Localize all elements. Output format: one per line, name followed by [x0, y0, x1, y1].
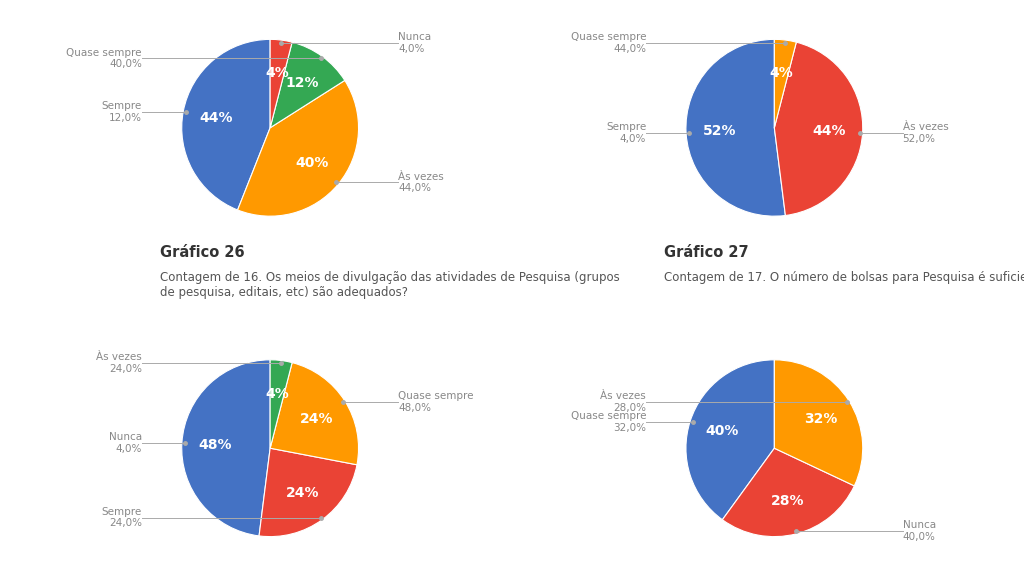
Text: Gráfico 27: Gráfico 27 [664, 245, 749, 260]
Text: 4%: 4% [265, 387, 289, 401]
Text: 24%: 24% [300, 412, 333, 426]
Wedge shape [181, 39, 270, 210]
Text: Às vezes
52,0%: Às vezes 52,0% [902, 122, 948, 144]
Text: 48%: 48% [199, 438, 232, 452]
Text: 24%: 24% [286, 486, 319, 499]
Wedge shape [270, 42, 345, 128]
Text: 44%: 44% [200, 111, 233, 124]
Text: Às vezes
28,0%: Às vezes 28,0% [600, 392, 646, 413]
Wedge shape [686, 360, 774, 520]
Text: Contagem de 16. Os meios de divulgação das atividades de Pesquisa (grupos
de pes: Contagem de 16. Os meios de divulgação d… [160, 271, 620, 300]
Wedge shape [270, 39, 292, 128]
Text: Às vezes
44,0%: Às vezes 44,0% [398, 172, 444, 193]
Text: 12%: 12% [286, 77, 319, 90]
Wedge shape [686, 39, 785, 216]
Text: Sempre
12,0%: Sempre 12,0% [101, 101, 142, 123]
Text: Quase sempre
40,0%: Quase sempre 40,0% [67, 48, 142, 69]
Wedge shape [270, 360, 292, 448]
Wedge shape [774, 360, 863, 486]
Text: Nunca
40,0%: Nunca 40,0% [902, 521, 936, 542]
Text: Gráfico 26: Gráfico 26 [160, 245, 245, 260]
Text: Nunca
4,0%: Nunca 4,0% [109, 432, 142, 454]
Text: 40%: 40% [706, 425, 739, 438]
Wedge shape [181, 360, 270, 536]
Wedge shape [722, 448, 854, 537]
Text: Quase sempre
32,0%: Quase sempre 32,0% [570, 411, 646, 433]
Wedge shape [774, 39, 797, 128]
Wedge shape [774, 42, 863, 215]
Text: 4%: 4% [265, 66, 289, 81]
Text: Quase sempre
48,0%: Quase sempre 48,0% [398, 392, 474, 413]
Text: 44%: 44% [812, 124, 846, 138]
Text: Sempre
24,0%: Sempre 24,0% [101, 507, 142, 528]
Wedge shape [259, 448, 357, 537]
Text: Às vezes
24,0%: Às vezes 24,0% [96, 353, 142, 374]
Text: Quase sempre
44,0%: Quase sempre 44,0% [570, 32, 646, 54]
Text: 32%: 32% [804, 412, 838, 426]
Text: Contagem de 17. O número de bolsas para Pesquisa é suficiente?: Contagem de 17. O número de bolsas para … [664, 271, 1024, 285]
Text: 4%: 4% [769, 66, 793, 81]
Wedge shape [238, 81, 358, 216]
Text: 40%: 40% [296, 156, 329, 170]
Text: 52%: 52% [702, 124, 736, 138]
Text: 28%: 28% [771, 494, 805, 508]
Text: Sempre
4,0%: Sempre 4,0% [606, 122, 646, 144]
Text: Nunca
4,0%: Nunca 4,0% [398, 32, 431, 54]
Wedge shape [270, 363, 358, 465]
